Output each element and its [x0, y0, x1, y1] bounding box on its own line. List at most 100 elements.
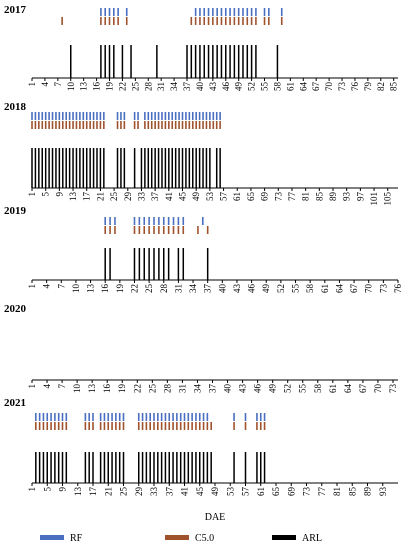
x-tick-label: 73: [302, 487, 312, 497]
x-tick-label: 76: [350, 82, 360, 92]
x-tick-label: 7: [56, 284, 66, 289]
x-tick-label: 61: [328, 384, 338, 393]
legend-label: C5.0: [195, 533, 214, 544]
panel-year-label: 2019: [4, 205, 27, 217]
x-tick-label: 19: [117, 384, 127, 394]
x-tick-label: 55: [260, 82, 270, 92]
x-tick-label: 28: [159, 284, 169, 294]
x-tick-label: 77: [317, 487, 327, 497]
x-tick-label: 61: [232, 192, 242, 201]
x-tick-label: 25: [144, 284, 154, 294]
x-tick-label: 61: [256, 487, 266, 496]
legend-label: ARL: [302, 533, 322, 544]
x-tick-label: 85: [314, 192, 324, 202]
x-tick-label: 73: [388, 384, 398, 394]
x-tick-label: 25: [130, 82, 140, 92]
x-tick-label: 43: [232, 284, 242, 294]
x-tick-label: 55: [298, 384, 308, 394]
panel-year-label: 2017: [4, 4, 27, 16]
x-tick-label: 40: [223, 384, 233, 394]
x-tick-label: 37: [207, 384, 217, 394]
x-tick-label: 17: [82, 192, 92, 202]
x-tick-label: 17: [88, 487, 98, 497]
x-tick-label: 46: [247, 284, 257, 294]
x-tick-label: 81: [301, 192, 311, 201]
x-tick-label: 58: [272, 82, 282, 92]
x-tick-label: 41: [164, 192, 174, 201]
x-tick-label: 1: [27, 284, 37, 289]
x-tick-label: 22: [129, 284, 139, 293]
x-tick-label: 45: [195, 487, 205, 497]
x-tick-label: 70: [364, 284, 374, 294]
x-tick-label: 37: [203, 284, 213, 294]
x-tick-label: 22: [132, 384, 142, 393]
x-tick-label: 93: [342, 192, 352, 202]
x-tick-label: 16: [92, 82, 102, 92]
x-tick-label: 37: [150, 192, 160, 202]
x-tick-label: 58: [313, 384, 323, 394]
x-tick-label: 1: [27, 384, 37, 389]
x-tick-label: 97: [355, 192, 365, 202]
x-tick-label: 28: [162, 384, 172, 394]
x-tick-label: 10: [72, 384, 82, 394]
x-tick-label: 28: [143, 82, 153, 92]
x-tick-label: 93: [378, 487, 388, 497]
x-tick-label: 69: [286, 487, 296, 497]
x-tick-label: 34: [188, 284, 198, 294]
x-tick-label: 13: [86, 284, 96, 294]
x-tick-label: 49: [261, 284, 271, 294]
x-tick-label: 9: [58, 487, 68, 492]
x-tick-label: 73: [378, 284, 388, 294]
x-tick-label: 61: [285, 82, 295, 91]
legend-swatch-rf: [40, 535, 64, 540]
x-tick-label: 67: [358, 384, 368, 394]
x-tick-label: 25: [109, 192, 119, 202]
x-tick-label: 58: [305, 284, 315, 294]
x-tick-label: 52: [276, 284, 286, 293]
x-tick-label: 52: [247, 82, 257, 91]
x-axis-title: DAE: [205, 512, 226, 523]
x-tick-label: 34: [192, 384, 202, 394]
x-tick-label: 22: [117, 82, 127, 91]
x-tick-label: 65: [246, 192, 256, 202]
x-tick-label: 67: [349, 284, 359, 294]
x-tick-label: 82: [376, 82, 386, 91]
x-tick-label: 29: [123, 192, 133, 202]
x-tick-label: 7: [53, 82, 63, 87]
x-tick-label: 31: [156, 82, 166, 91]
x-tick-label: 85: [347, 487, 357, 497]
x-tick-label: 21: [103, 487, 113, 496]
x-tick-label: 73: [337, 82, 347, 92]
x-tick-label: 25: [119, 487, 129, 497]
x-tick-label: 64: [334, 284, 344, 294]
x-tick-label: 69: [260, 192, 270, 202]
x-tick-label: 40: [195, 82, 205, 92]
x-tick-label: 7: [57, 384, 67, 389]
x-tick-label: 5: [41, 192, 51, 197]
x-tick-label: 43: [208, 82, 218, 92]
x-tick-label: 46: [221, 82, 231, 92]
x-tick-label: 13: [79, 82, 89, 92]
x-tick-label: 89: [328, 192, 338, 202]
x-tick-label: 57: [241, 487, 251, 497]
x-tick-label: 79: [363, 82, 373, 92]
x-tick-label: 76: [393, 284, 403, 294]
x-tick-label: 19: [105, 82, 115, 92]
x-tick-label: 77: [287, 192, 297, 202]
x-tick-label: 37: [164, 487, 174, 497]
x-tick-label: 1: [27, 487, 37, 492]
panel-year-label: 2020: [4, 303, 27, 315]
x-tick-label: 73: [273, 192, 283, 202]
x-tick-label: 31: [177, 384, 187, 393]
x-tick-label: 19: [115, 284, 125, 294]
x-tick-label: 16: [100, 284, 110, 294]
x-tick-label: 49: [268, 384, 278, 394]
x-tick-label: 5: [42, 487, 52, 492]
x-tick-label: 70: [373, 384, 383, 394]
x-tick-label: 10: [71, 284, 81, 294]
x-tick-label: 64: [343, 384, 353, 394]
x-tick-label: 45: [178, 192, 188, 202]
x-tick-label: 33: [136, 192, 146, 202]
x-tick-label: 16: [102, 384, 112, 394]
x-tick-label: 55: [291, 284, 301, 294]
